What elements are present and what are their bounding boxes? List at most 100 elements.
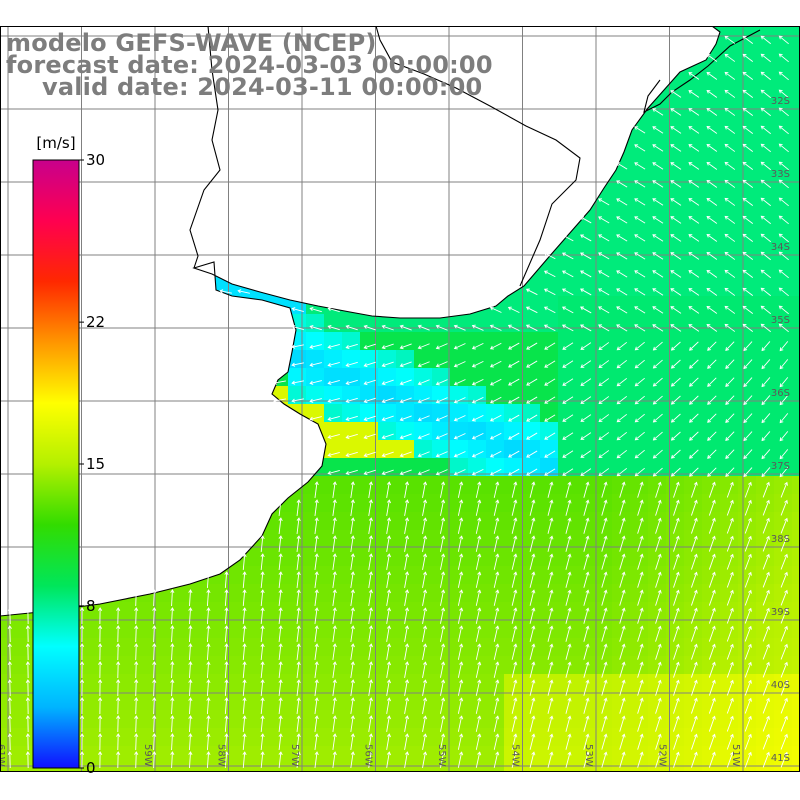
wind-arrow xyxy=(761,341,771,351)
wind-arrow xyxy=(706,234,718,242)
wind-arrow-head xyxy=(531,499,536,504)
wind-arrow xyxy=(439,572,445,588)
field-cell xyxy=(774,26,793,45)
wind-arrow xyxy=(382,451,394,457)
field-cell xyxy=(270,530,289,549)
field-cell xyxy=(630,476,649,495)
wind-arrow xyxy=(404,554,408,570)
wind-arrow-head xyxy=(206,589,211,594)
wind-arrow xyxy=(583,608,589,624)
wind-arrow xyxy=(508,432,520,440)
field-cell xyxy=(648,188,667,207)
wind-arrow xyxy=(404,644,408,660)
field-cell xyxy=(720,224,739,243)
wind-arrow-head xyxy=(760,215,765,220)
field-cell xyxy=(594,404,613,423)
field-cell xyxy=(558,476,577,495)
wind-arrow-head xyxy=(368,517,373,522)
field-cell xyxy=(378,512,397,531)
wind-arrow-head xyxy=(670,324,675,328)
wind-arrow-head xyxy=(747,535,752,540)
wind-arrow-head xyxy=(441,499,446,504)
wind-arrow-head xyxy=(724,89,729,94)
wind-arrow xyxy=(724,162,736,170)
field-cell xyxy=(594,206,613,225)
wind-arrow-head xyxy=(459,643,464,648)
field-cell xyxy=(666,368,685,387)
wind-arrow-head xyxy=(778,89,783,94)
field-cell xyxy=(90,656,109,675)
field-cell xyxy=(468,638,487,657)
wind-arrow-head xyxy=(513,679,518,684)
field-cell xyxy=(306,746,325,765)
wind-arrow-head xyxy=(549,535,554,540)
field-cell xyxy=(774,566,793,585)
wind-arrow xyxy=(422,734,426,750)
field-cell xyxy=(450,746,469,765)
field-cell xyxy=(684,566,703,585)
wind-arrow xyxy=(637,644,643,660)
field-cell xyxy=(90,638,109,657)
field-cell xyxy=(792,314,800,333)
field-cell xyxy=(648,314,667,333)
wind-arrow-head xyxy=(567,553,572,558)
wind-arrow-head xyxy=(693,661,698,666)
field-cell xyxy=(540,656,559,675)
wind-arrow-head xyxy=(784,679,788,684)
field-cell xyxy=(720,602,739,621)
wind-arrow xyxy=(780,590,788,606)
field-cell xyxy=(702,260,721,279)
wind-arrow-head xyxy=(711,679,716,684)
field-cell xyxy=(558,566,577,585)
wind-arrow-head xyxy=(188,679,193,684)
wind-arrow xyxy=(526,288,538,296)
field-cell xyxy=(252,764,271,772)
wind-arrow-head xyxy=(598,252,603,257)
wind-arrow-head xyxy=(603,517,608,522)
wind-arrow xyxy=(671,449,681,459)
field-cell xyxy=(738,152,757,171)
field-cell xyxy=(612,350,631,369)
field-cell xyxy=(576,764,595,772)
field-cell xyxy=(522,746,541,765)
field-cell xyxy=(18,746,37,765)
field-cell xyxy=(378,440,397,459)
wind-arrow xyxy=(583,698,589,714)
wind-arrow-head xyxy=(742,269,747,274)
wind-arrow-head xyxy=(116,607,121,611)
wind-arrow xyxy=(508,378,520,386)
wind-arrow-head xyxy=(98,661,103,665)
wind-arrow xyxy=(655,734,661,750)
field-cell xyxy=(522,476,541,495)
wind-arrow xyxy=(688,252,700,260)
wind-arrow-head xyxy=(525,324,530,329)
field-cell xyxy=(522,440,541,459)
field-cell xyxy=(702,692,721,711)
wind-arrow-head xyxy=(314,589,319,594)
wind-arrow xyxy=(457,590,463,606)
wind-arrow xyxy=(743,359,753,369)
wind-arrow-head xyxy=(603,535,608,540)
wind-arrow-head xyxy=(693,535,698,540)
wind-arrow-head xyxy=(332,481,337,486)
field-cell xyxy=(702,98,721,117)
field-cell xyxy=(396,764,415,772)
wind-arrow-head xyxy=(278,751,283,756)
wind-arrow-head xyxy=(634,216,639,220)
wind-arrow-head xyxy=(296,661,301,666)
field-cell xyxy=(522,296,541,315)
wind-arrow xyxy=(472,432,484,440)
wind-arrow-head xyxy=(544,436,549,440)
wind-arrow xyxy=(690,698,698,714)
wind-arrow-head xyxy=(670,126,675,130)
field-cell xyxy=(360,638,379,657)
wind-arrow-head xyxy=(693,733,698,738)
wind-arrow-head xyxy=(417,399,422,404)
wind-arrow xyxy=(278,607,282,625)
wind-arrow xyxy=(278,643,282,661)
wind-arrow-head xyxy=(549,571,554,576)
wind-arrow-head xyxy=(459,715,464,720)
wind-arrow xyxy=(690,590,698,606)
field-cell xyxy=(576,656,595,675)
wind-arrow-head xyxy=(652,306,657,310)
